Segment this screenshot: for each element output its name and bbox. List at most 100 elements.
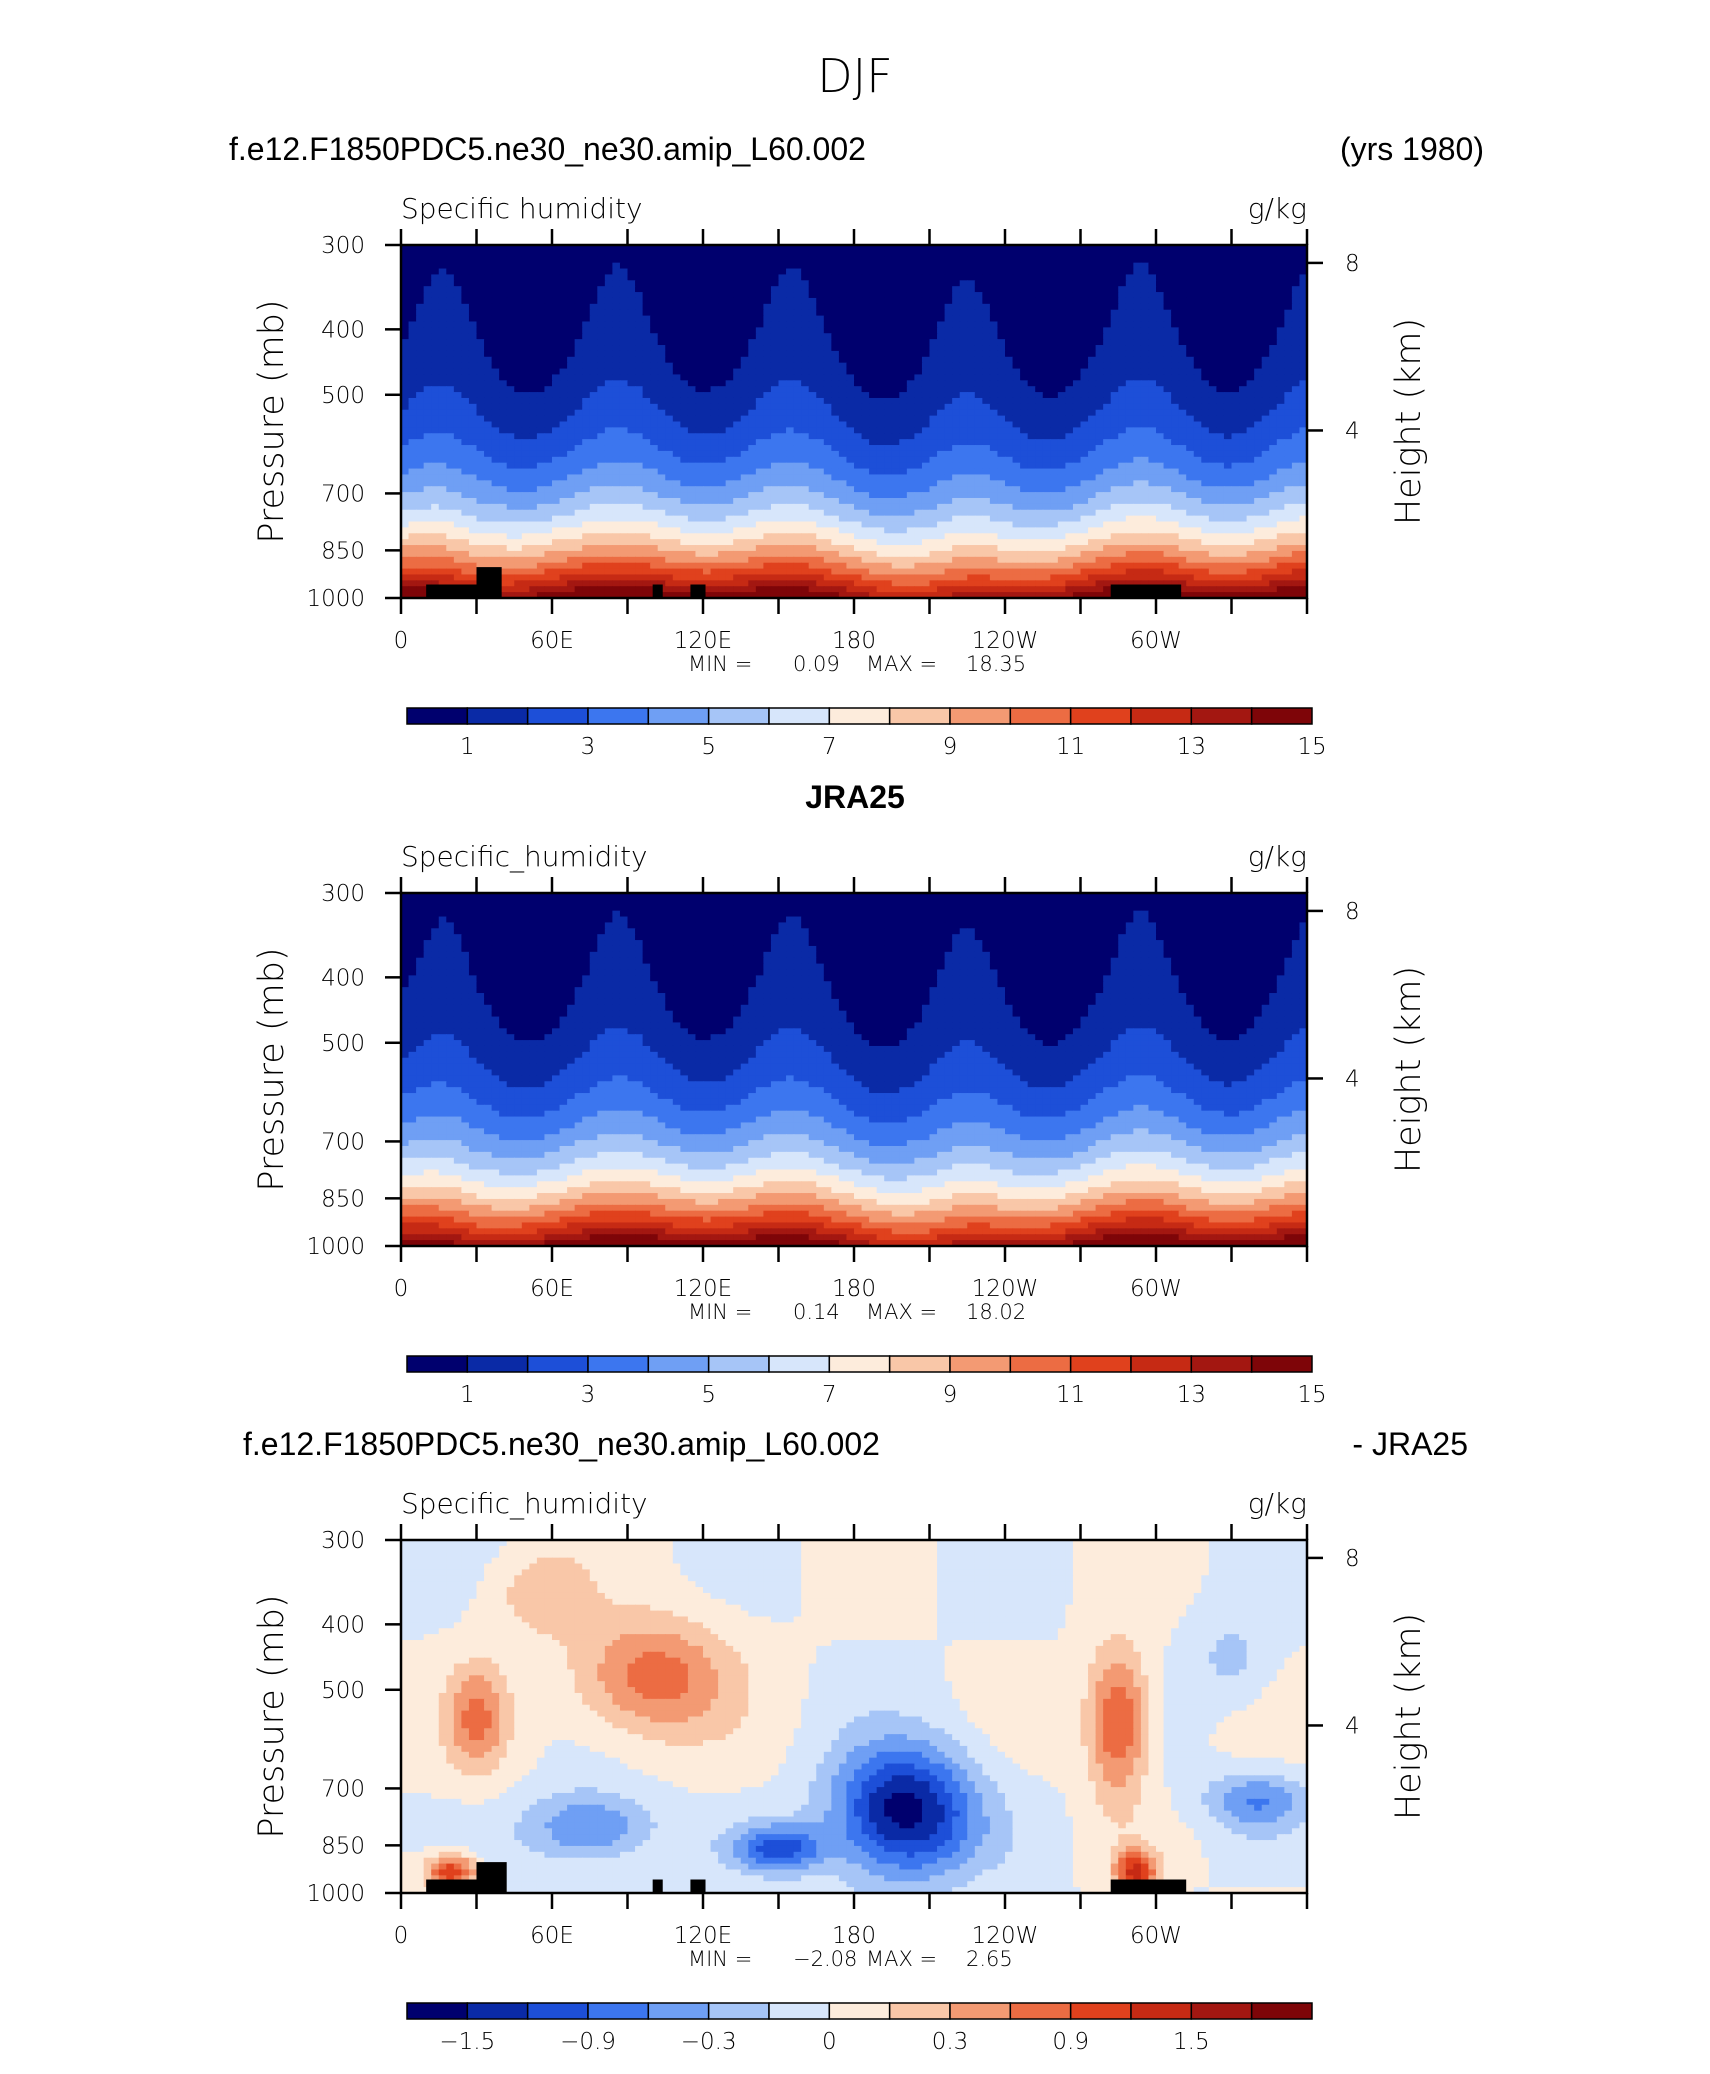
- field-cell: [899, 315, 908, 323]
- field-cell: [1284, 256, 1293, 264]
- field-cell: [401, 409, 410, 417]
- field-cell: [1291, 315, 1301, 323]
- field-cell: [635, 327, 644, 334]
- field-cell: [1223, 386, 1233, 393]
- field-cell: [582, 433, 591, 440]
- field-cell: [1020, 474, 1029, 481]
- field-cell: [778, 409, 787, 417]
- field-cell: [725, 397, 734, 405]
- field-cell: [468, 362, 478, 370]
- field-cell: [937, 280, 946, 287]
- field-cell: [838, 427, 848, 434]
- field-cell: [627, 286, 636, 293]
- field-cell: [552, 274, 561, 281]
- field-cell: [801, 415, 810, 423]
- field-cell: [431, 386, 440, 393]
- field-cell: [567, 468, 576, 476]
- field-cell: [1133, 433, 1142, 440]
- field-cell: [521, 445, 530, 452]
- field-cell: [1125, 350, 1134, 358]
- field-cell: [476, 256, 485, 264]
- field-cell: [703, 256, 712, 264]
- field-cell: [484, 462, 493, 470]
- field-cell: [914, 356, 923, 364]
- field-cell: [1223, 297, 1233, 305]
- field-cell: [989, 445, 999, 452]
- field-cell: [823, 486, 832, 493]
- field-cell: [718, 274, 727, 281]
- field-cell: [959, 268, 968, 276]
- field-cell: [529, 280, 538, 287]
- field-cell: [1299, 350, 1307, 358]
- field-cell: [1299, 327, 1307, 334]
- field-cell: [1072, 274, 1082, 281]
- field-cell: [635, 274, 644, 281]
- field-cell: [1193, 292, 1202, 299]
- field-cell: [823, 445, 832, 452]
- field-cell: [529, 445, 538, 452]
- field-cell: [906, 409, 915, 417]
- field-cell: [921, 280, 931, 287]
- field-cell: [416, 480, 425, 487]
- field-cell: [1201, 345, 1210, 352]
- field-cell: [733, 456, 742, 464]
- field-cell: [1027, 439, 1036, 446]
- field-cell: [937, 374, 946, 381]
- field-cell: [416, 468, 425, 476]
- field-cell: [1291, 262, 1301, 270]
- field-cell: [974, 450, 983, 458]
- field-cell: [793, 439, 802, 446]
- field-cell: [733, 427, 742, 434]
- field-cell: [1065, 362, 1074, 370]
- field-cell: [1223, 250, 1233, 258]
- field-cell: [1133, 333, 1142, 340]
- field-cell: [1042, 474, 1051, 481]
- field-cell: [499, 297, 508, 305]
- field-cell: [846, 433, 855, 440]
- field-cell: [906, 292, 915, 299]
- field-cell: [536, 480, 546, 487]
- field-cell: [1072, 315, 1082, 323]
- field-cell: [416, 280, 425, 287]
- field-cell: [869, 421, 878, 428]
- figure-title: DJF: [817, 49, 892, 103]
- field-cell: [657, 321, 666, 328]
- field-cell: [401, 262, 410, 270]
- field-cell: [536, 456, 546, 464]
- field-cell: [997, 297, 1006, 305]
- field-cell: [1186, 403, 1195, 411]
- field-cell: [1254, 297, 1263, 305]
- field-cell: [567, 374, 576, 381]
- field-cell: [416, 327, 425, 334]
- field-cell: [506, 321, 515, 328]
- field-cell: [831, 397, 840, 405]
- field-cell: [1223, 415, 1233, 423]
- field-cell: [627, 456, 636, 464]
- field-cell: [937, 315, 946, 323]
- field-cell: [1020, 345, 1029, 352]
- field-cell: [937, 380, 946, 387]
- field-cell: [642, 280, 651, 287]
- field-cell: [1178, 392, 1187, 399]
- field-cell: [680, 415, 689, 423]
- field-cell: [506, 450, 515, 458]
- field-cell: [1148, 356, 1157, 364]
- field-cell: [861, 321, 870, 328]
- field-cell: [1291, 386, 1301, 393]
- field-cell: [687, 262, 697, 270]
- field-cell: [1110, 480, 1119, 487]
- field-cell: [846, 474, 855, 481]
- field-cell: [1042, 245, 1051, 252]
- field-cell: [891, 309, 900, 317]
- field-cell: [786, 445, 795, 452]
- field-cell: [770, 315, 780, 323]
- field-cell: [801, 356, 810, 364]
- field-cell: [1299, 439, 1307, 446]
- field-cell: [831, 345, 840, 352]
- field-cell: [1035, 427, 1044, 434]
- field-cell: [1156, 268, 1165, 276]
- field-cell: [914, 421, 923, 428]
- field-cell: [974, 462, 983, 470]
- field-cell: [552, 380, 561, 387]
- field-cell: [1005, 321, 1014, 328]
